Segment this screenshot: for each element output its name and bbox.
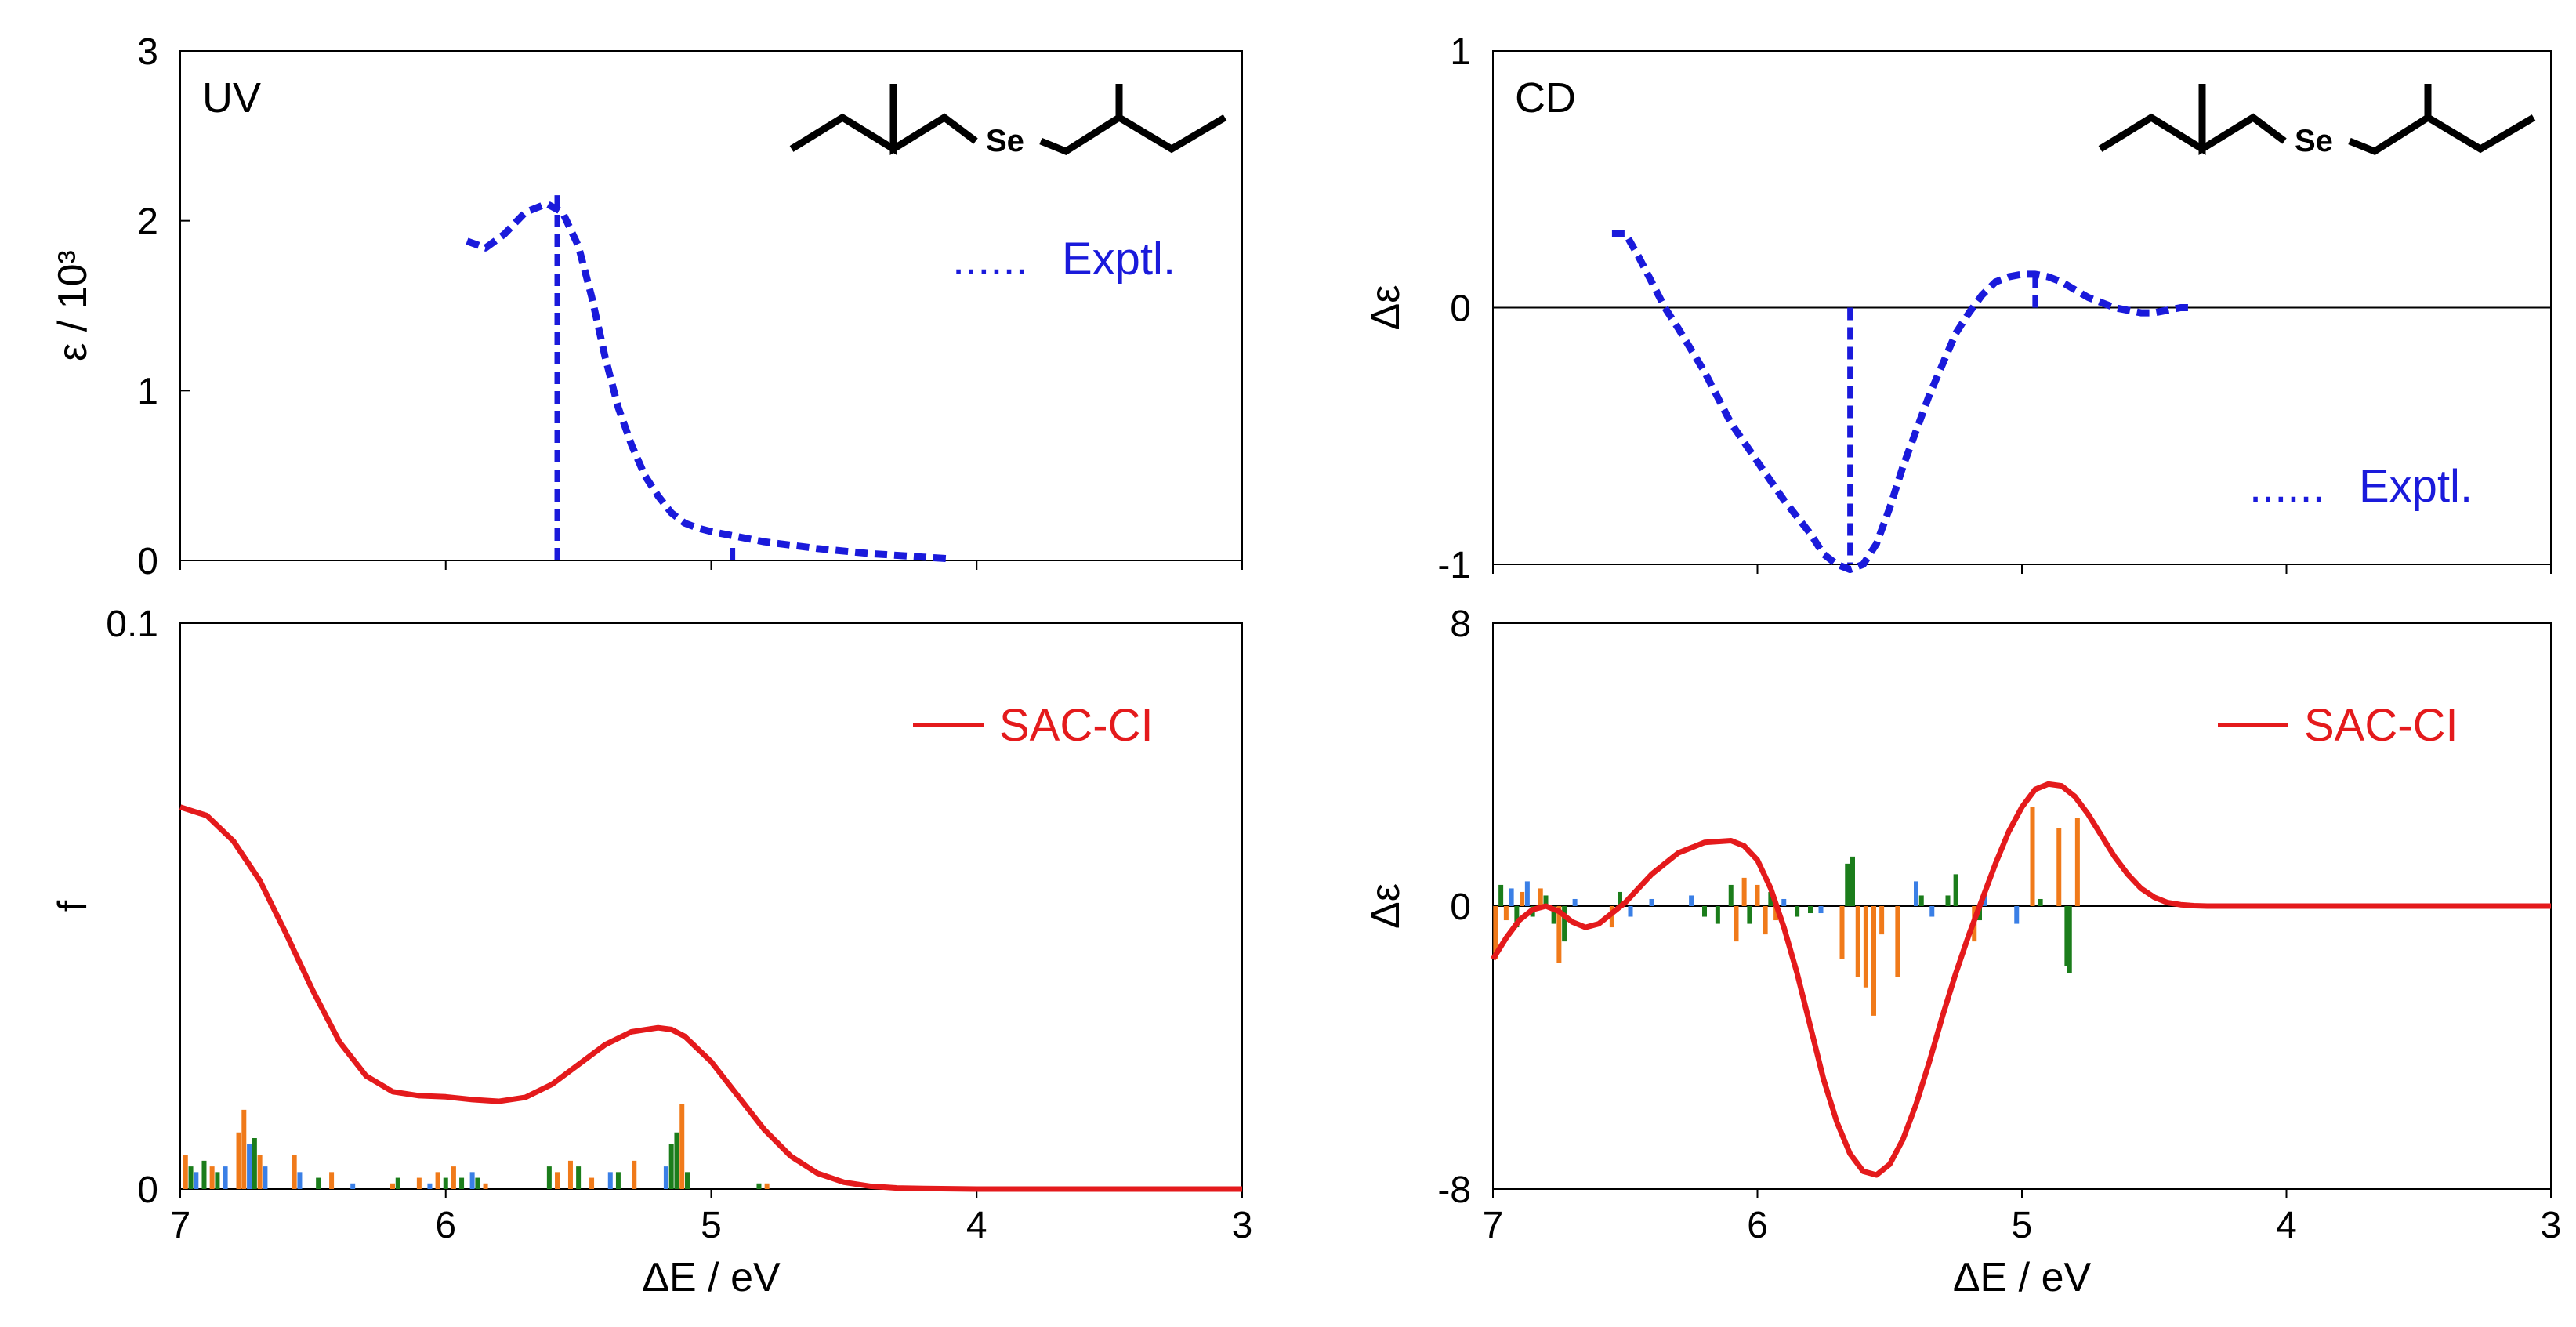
uv-calc-ytick-label: 0.1 [106,604,158,645]
cd-expt-mol-right [2348,84,2536,156]
cd-expt-series-line [1611,230,2194,573]
uv-expt-ylabel: ε / 10³ [50,250,96,361]
cd-expt-ytick-label: -1 [1437,545,1471,586]
uv-expt-ytick-label: 1 [137,371,158,412]
cd-expt-legend-marker: ...... [2249,461,2325,512]
uv-expt-ytick-label: 2 [137,201,158,243]
uv-expt-mol-left [789,84,978,156]
cd-calc-legend-label: SAC-CI [2304,700,2458,751]
uv-expt-frame [179,50,1243,561]
cd-expt-mol-se-label: Se [2295,124,2333,158]
uv-expt-legend-label: Exptl. [1062,234,1176,285]
uv-calc-xlabel: ΔE / eV [642,1255,781,1300]
cd-expt-title: CD [1515,74,1576,121]
cd-calc-xtick-label: 7 [1483,1205,1504,1246]
cd-calc-xtick-label: 3 [2541,1205,2562,1246]
uv-expt-legend-marker: ...... [952,234,1028,285]
uv-expt-title: UV [202,74,261,121]
uv-calc-legend-label: SAC-CI [999,700,1154,751]
uv-calc-panel: 0 0.1 7 6 5 4 3 ΔE / eV f SAC-CI [50,604,1252,1300]
cd-calc-ytick-label: -8 [1437,1169,1471,1211]
uv-calc-ylabel: f [50,900,96,912]
uv-calc-series-line [179,804,1242,1192]
cd-calc-xtick-label: 5 [2012,1205,2033,1246]
cd-expt-ytick-label: 0 [1450,288,1471,330]
cd-expt-panel: -1 0 1 Δε CD Se...... Exptl. [1363,31,2552,586]
uv-calc-xtick-label: 5 [701,1205,722,1246]
cd-calc-series-line [1491,781,2551,1178]
cd-calc-ylabel: Δε [1363,883,1408,929]
uv-expt-ytick-label: 0 [137,541,158,582]
uv-calc-ytick-label: 0 [137,1169,158,1211]
cd-expt-ytick-label: 1 [1450,31,1471,73]
cd-calc-panel: -8 0 8 7 6 5 4 3 ΔE / eV Δε SAC-CI [1363,604,2561,1300]
cd-calc-xlabel: ΔE / eV [1953,1255,2092,1300]
uv-expt-mol-se-label: Se [986,124,1024,158]
cd-expt-mol-left [2098,84,2287,156]
uv-calc-xtick-label: 6 [435,1205,456,1246]
cd-expt-ylabel: Δε [1363,285,1408,331]
cd-expt-legend-label: Exptl. [2359,461,2473,512]
cd-calc-xtick-label: 6 [1747,1205,1768,1246]
cd-calc-ytick-label: 0 [1450,886,1471,928]
uv-expt-ytick-label: 3 [137,31,158,73]
cd-calc-ytick-label: 8 [1450,604,1471,645]
uv-calc-xtick-label: 3 [1232,1205,1253,1246]
uv-calc-xtick-label: 4 [966,1205,987,1246]
uv-expt-panel: 0 1 2 3 ε / 10³ UV Se...... Exptl. [50,31,1243,582]
uv-calc-xtick-label: 7 [170,1205,191,1246]
uv-expt-series-line [466,200,951,563]
uv-expt-mol-right [1039,84,1227,156]
cd-calc-xtick-label: 4 [2276,1205,2297,1246]
